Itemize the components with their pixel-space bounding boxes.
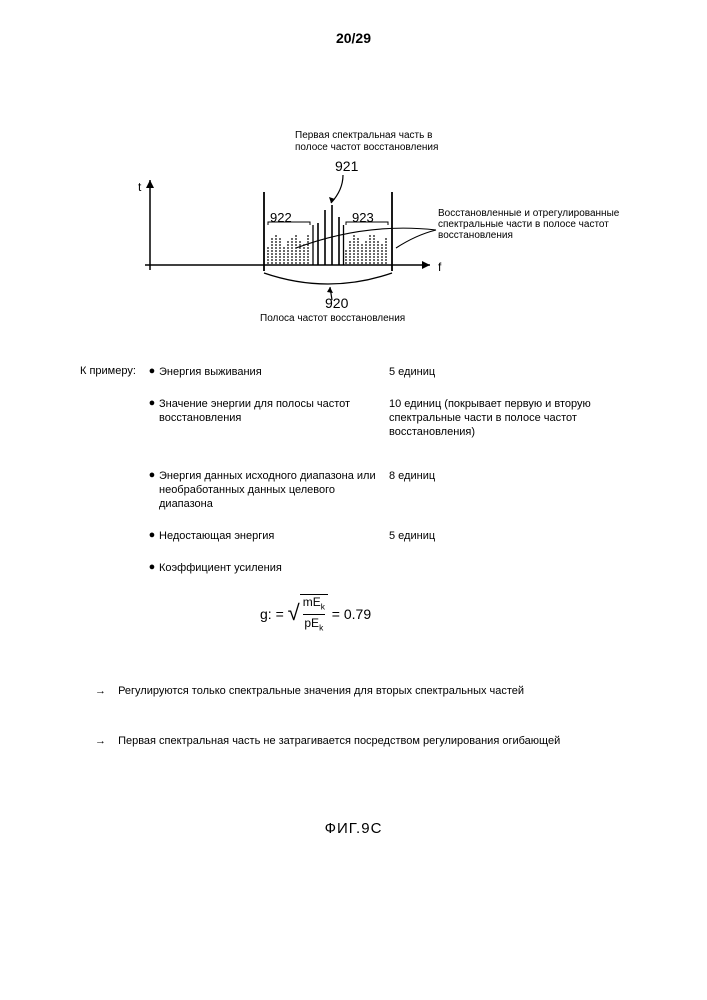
bullet-value-1: 10 единиц (покрывает первую и вторую спе… [389, 397, 640, 439]
bullet-row-1: ● Значение энергии для полосы частот вос… [80, 397, 640, 439]
figure-label: ФИГ.9C [0, 820, 707, 837]
bullet-icon: ● [145, 561, 159, 574]
gain-num-sub: k [321, 601, 325, 611]
gain-lhs: g: = [260, 606, 284, 622]
gain-eq-result: = 0.79 [332, 606, 371, 622]
example-heading: К примеру: [80, 365, 145, 377]
sqrt-icon: √ [288, 602, 300, 624]
gain-den: pE [304, 616, 319, 630]
bullet-icon: ● [145, 469, 159, 482]
conclusion-2: → Первая спектральная часть не затрагива… [95, 735, 560, 747]
bullet-value-3: 5 единиц [389, 529, 640, 543]
bullet-label-1: Значение энергии для полосы частот восст… [159, 397, 389, 425]
bullet-value-0: 5 единиц [389, 365, 640, 379]
bullet-value-2: 8 единиц [389, 469, 640, 483]
conclusion-2-text: Первая спектральная часть не затрагивает… [118, 735, 560, 747]
bullet-row-4: ● Коэффициент усиления [80, 561, 640, 575]
page-number: 20/29 [0, 30, 707, 46]
example-block: К примеру: ● Энергия выживания 5 единиц … [80, 365, 640, 593]
bullet-row-2: ● Энергия данных исходного диапазона или… [80, 469, 640, 511]
fraction: mEk pEk [300, 594, 328, 635]
figure-9c-graph: Первая спектральная часть в полосе часто… [130, 130, 630, 350]
spectrum-svg [130, 130, 590, 330]
gain-equation: g: = √ mEk pEk = 0.79 [260, 595, 371, 636]
arrow-right-icon: → [95, 735, 115, 747]
bullet-row-0: К примеру: ● Энергия выживания 5 единиц [80, 365, 640, 379]
gain-den-sub: k [319, 623, 323, 633]
bullet-icon: ● [145, 529, 159, 542]
arrow-right-icon: → [95, 685, 115, 697]
bullet-icon: ● [145, 365, 159, 378]
bullet-icon: ● [145, 397, 159, 410]
bullet-label-3: Недостающая энергия [159, 529, 389, 543]
conclusion-1-text: Регулируются только спектральные значени… [118, 685, 524, 697]
gain-num: mE [303, 595, 321, 609]
bullet-label-0: Энергия выживания [159, 365, 389, 379]
bullet-label-2: Энергия данных исходного диапазона или н… [159, 469, 389, 511]
bullet-row-3: ● Недостающая энергия 5 единиц [80, 529, 640, 543]
bullet-label-4: Коэффициент усиления [159, 561, 389, 575]
conclusion-1: → Регулируются только спектральные значе… [95, 685, 524, 697]
page: 20/29 Первая спектральная часть в полосе… [0, 0, 707, 1000]
